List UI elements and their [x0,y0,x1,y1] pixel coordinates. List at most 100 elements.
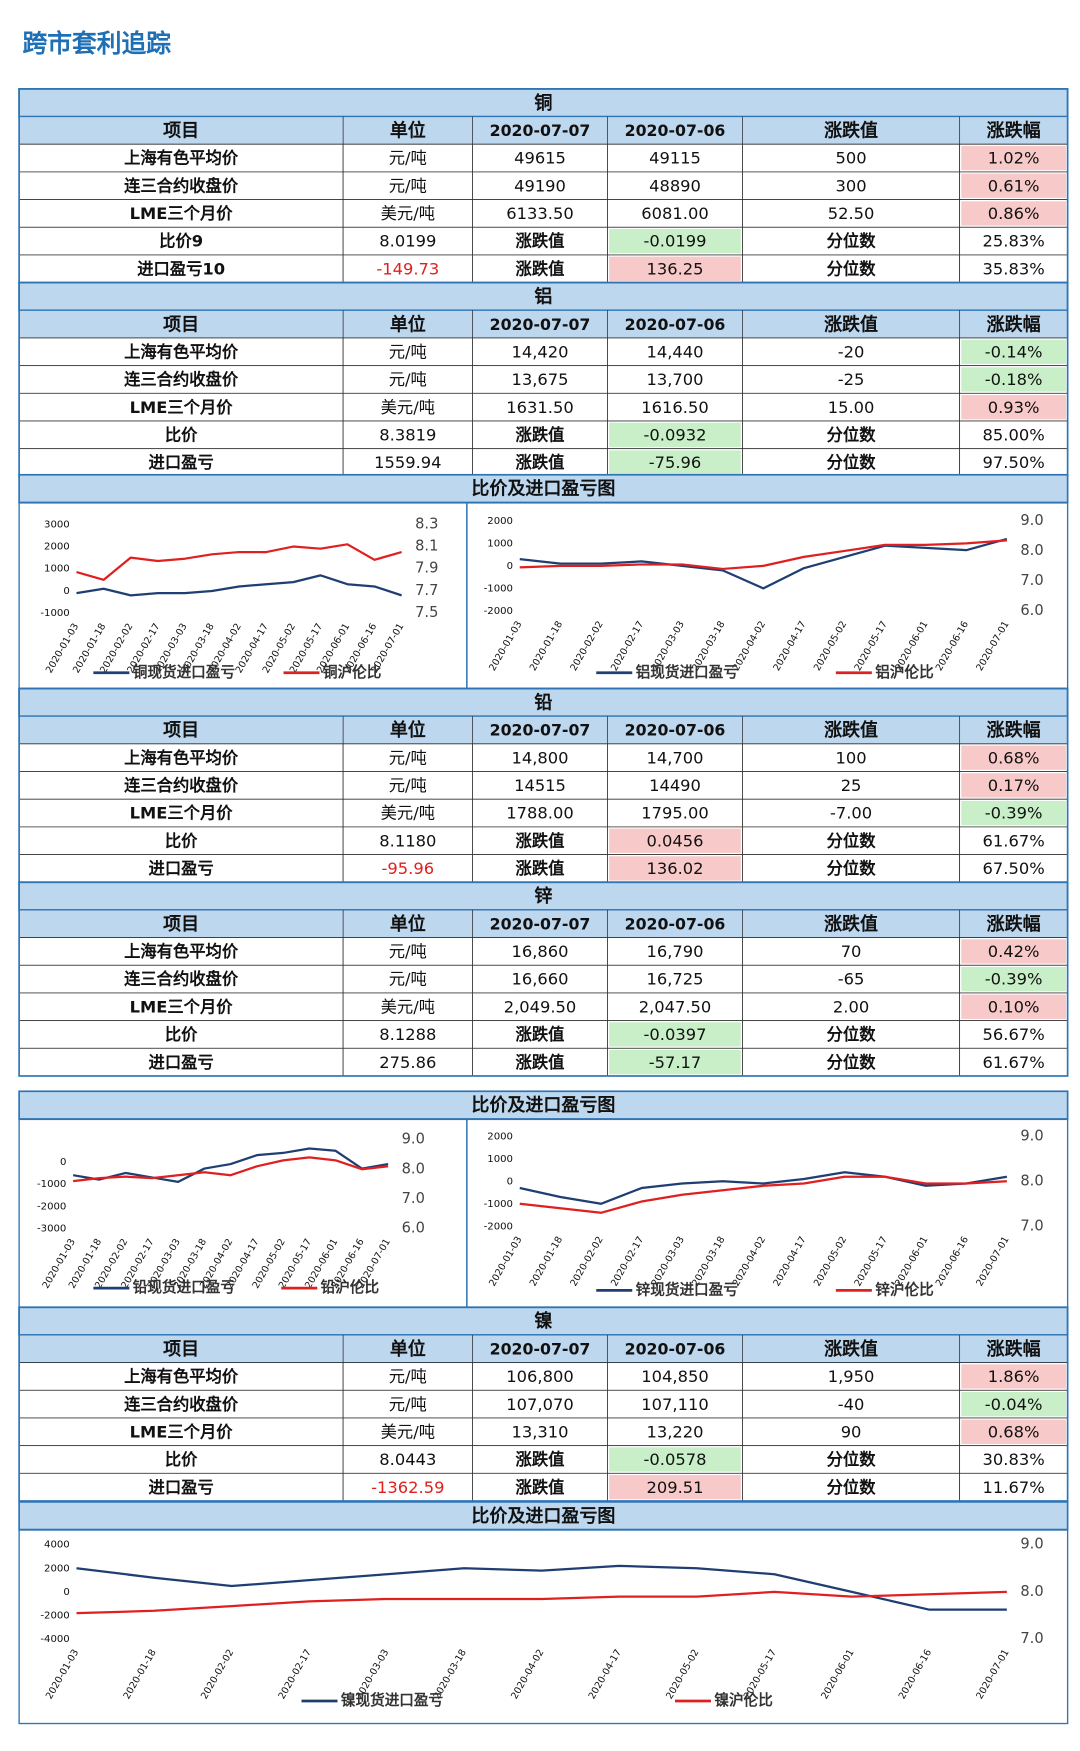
cell-text: 67.50% [983,859,1045,878]
cell-text: 49115 [649,149,701,168]
cell-text: 0.93% [988,398,1040,417]
chart-title-row [18,1090,1069,1120]
cell [342,1389,473,1419]
cell [472,226,608,256]
cell [742,826,961,855]
y2-tick-label: 7.0 [1020,1630,1043,1647]
y-tick-label: 0 [507,561,513,572]
cell-text: 1631.50 [506,398,573,417]
x-tick-label: 2020-02-02 [199,1648,236,1702]
y-tick-label: -2000 [484,1221,513,1232]
cell-text: -25 [838,370,865,389]
chart-panel [466,502,1069,690]
cell [472,171,608,200]
cell-text: 14,700 [646,748,703,767]
cell-text: 49615 [514,149,566,168]
cell-text: 连三合约收盘价 [124,370,239,389]
legend-label: 铜沪伦比 [323,663,382,681]
x-tick-label: 2020-01-03 [487,619,524,673]
y-tick-label: -2000 [40,1611,69,1622]
x-tick-label: 2020-04-17 [771,619,808,673]
y-tick-label: 2000 [487,1131,513,1142]
legend-label: 镍沪伦比 [714,1691,773,1709]
header-cell: 涨跌值 [824,313,878,335]
cell-text: -40 [838,1395,865,1414]
cell [607,171,743,200]
cell-text: 涨跌值 [516,1053,565,1072]
cell-text: 0.68% [988,1422,1040,1441]
cell [342,937,473,966]
cell-text: 0.68% [988,748,1040,767]
cell-text: 8.1180 [379,831,436,850]
cell-text: 连三合约收盘价 [124,1395,239,1414]
header-cell: 单位 [390,1338,426,1360]
cell [607,937,743,966]
cell-text: 上海有色平均价 [124,748,239,767]
cell [18,1445,344,1474]
cell [342,1047,473,1077]
cell-text: 分位数 [827,1450,877,1469]
cell-text: 136.25 [646,259,703,278]
header-cell: 涨跌幅 [987,1338,1041,1360]
cell-text: 比价 [165,1450,198,1469]
cell-highlight [961,1419,1066,1444]
cell-text: 6081.00 [641,204,708,223]
y2-tick-label: 6.0 [402,1220,425,1237]
cell-text: 进口盈亏 [149,453,214,472]
header-cell: 单位 [390,120,426,142]
cell-text: 104,850 [641,1367,708,1386]
cell-text: LME三个月价 [130,804,234,823]
cell-text: 2.00 [833,997,869,1016]
cell-text: 分位数 [827,1025,877,1044]
cell [342,254,473,284]
cell-text: 61.67% [983,1053,1045,1072]
x-tick-label: 2020-01-18 [528,619,565,673]
cell-highlight [961,201,1066,226]
cell-highlight [961,1391,1066,1417]
cell-text: 6133.50 [506,204,573,223]
x-tick-label: 2020-01-18 [122,1648,159,1702]
chart-title: 比价及进口盈亏图 [471,479,615,500]
y-tick-label: 4000 [44,1540,70,1551]
cell-text: 25.83% [983,232,1045,251]
cell-text: 0.86% [988,204,1040,223]
cell-highlight [961,939,1066,964]
cell-highlight [609,422,741,447]
x-tick-label: 2020-05-02 [812,619,849,673]
y2-tick-label: 8.1 [415,537,438,554]
cell-text: 8.0443 [379,1450,436,1469]
chart-title-row [18,1501,1069,1531]
cell-text: 元/吨 [389,776,427,795]
cell [959,448,1069,477]
cell [18,992,344,1022]
cell [742,743,961,772]
cell-text: 107,110 [641,1395,708,1414]
cell-text: 14,800 [511,748,568,767]
cell [607,743,743,772]
series-line [519,1175,1007,1214]
cell-text: 8.1288 [379,1025,436,1044]
cell-text: 90 [841,1422,862,1441]
cell [342,392,473,422]
header-cell: 2020-07-06 [625,1339,726,1358]
cell [18,937,344,966]
series-line [72,1156,389,1183]
x-tick-label: 2020-05-02 [664,1648,701,1702]
cell [472,392,608,422]
cell [18,226,344,256]
cell-text: 涨跌值 [516,425,565,444]
x-tick-label: 2020-06-01 [819,1648,856,1702]
cell-text: 连三合约收盘价 [124,970,239,989]
cell-text: -57.17 [649,1053,702,1072]
cell-text: 52.50 [828,204,875,223]
chart-title: 比价及进口盈亏图 [471,1095,615,1116]
cell [342,365,473,394]
cell-text: 分位数 [827,232,877,251]
cell-text: 1.86% [988,1367,1040,1386]
cell [959,1047,1069,1077]
cell-text: 2,047.50 [639,997,712,1016]
header-cell: 2020-07-06 [625,914,726,933]
cell-text: LME三个月价 [130,398,234,417]
header-cell: 2020-07-06 [625,315,726,334]
cell-highlight [961,994,1066,1019]
